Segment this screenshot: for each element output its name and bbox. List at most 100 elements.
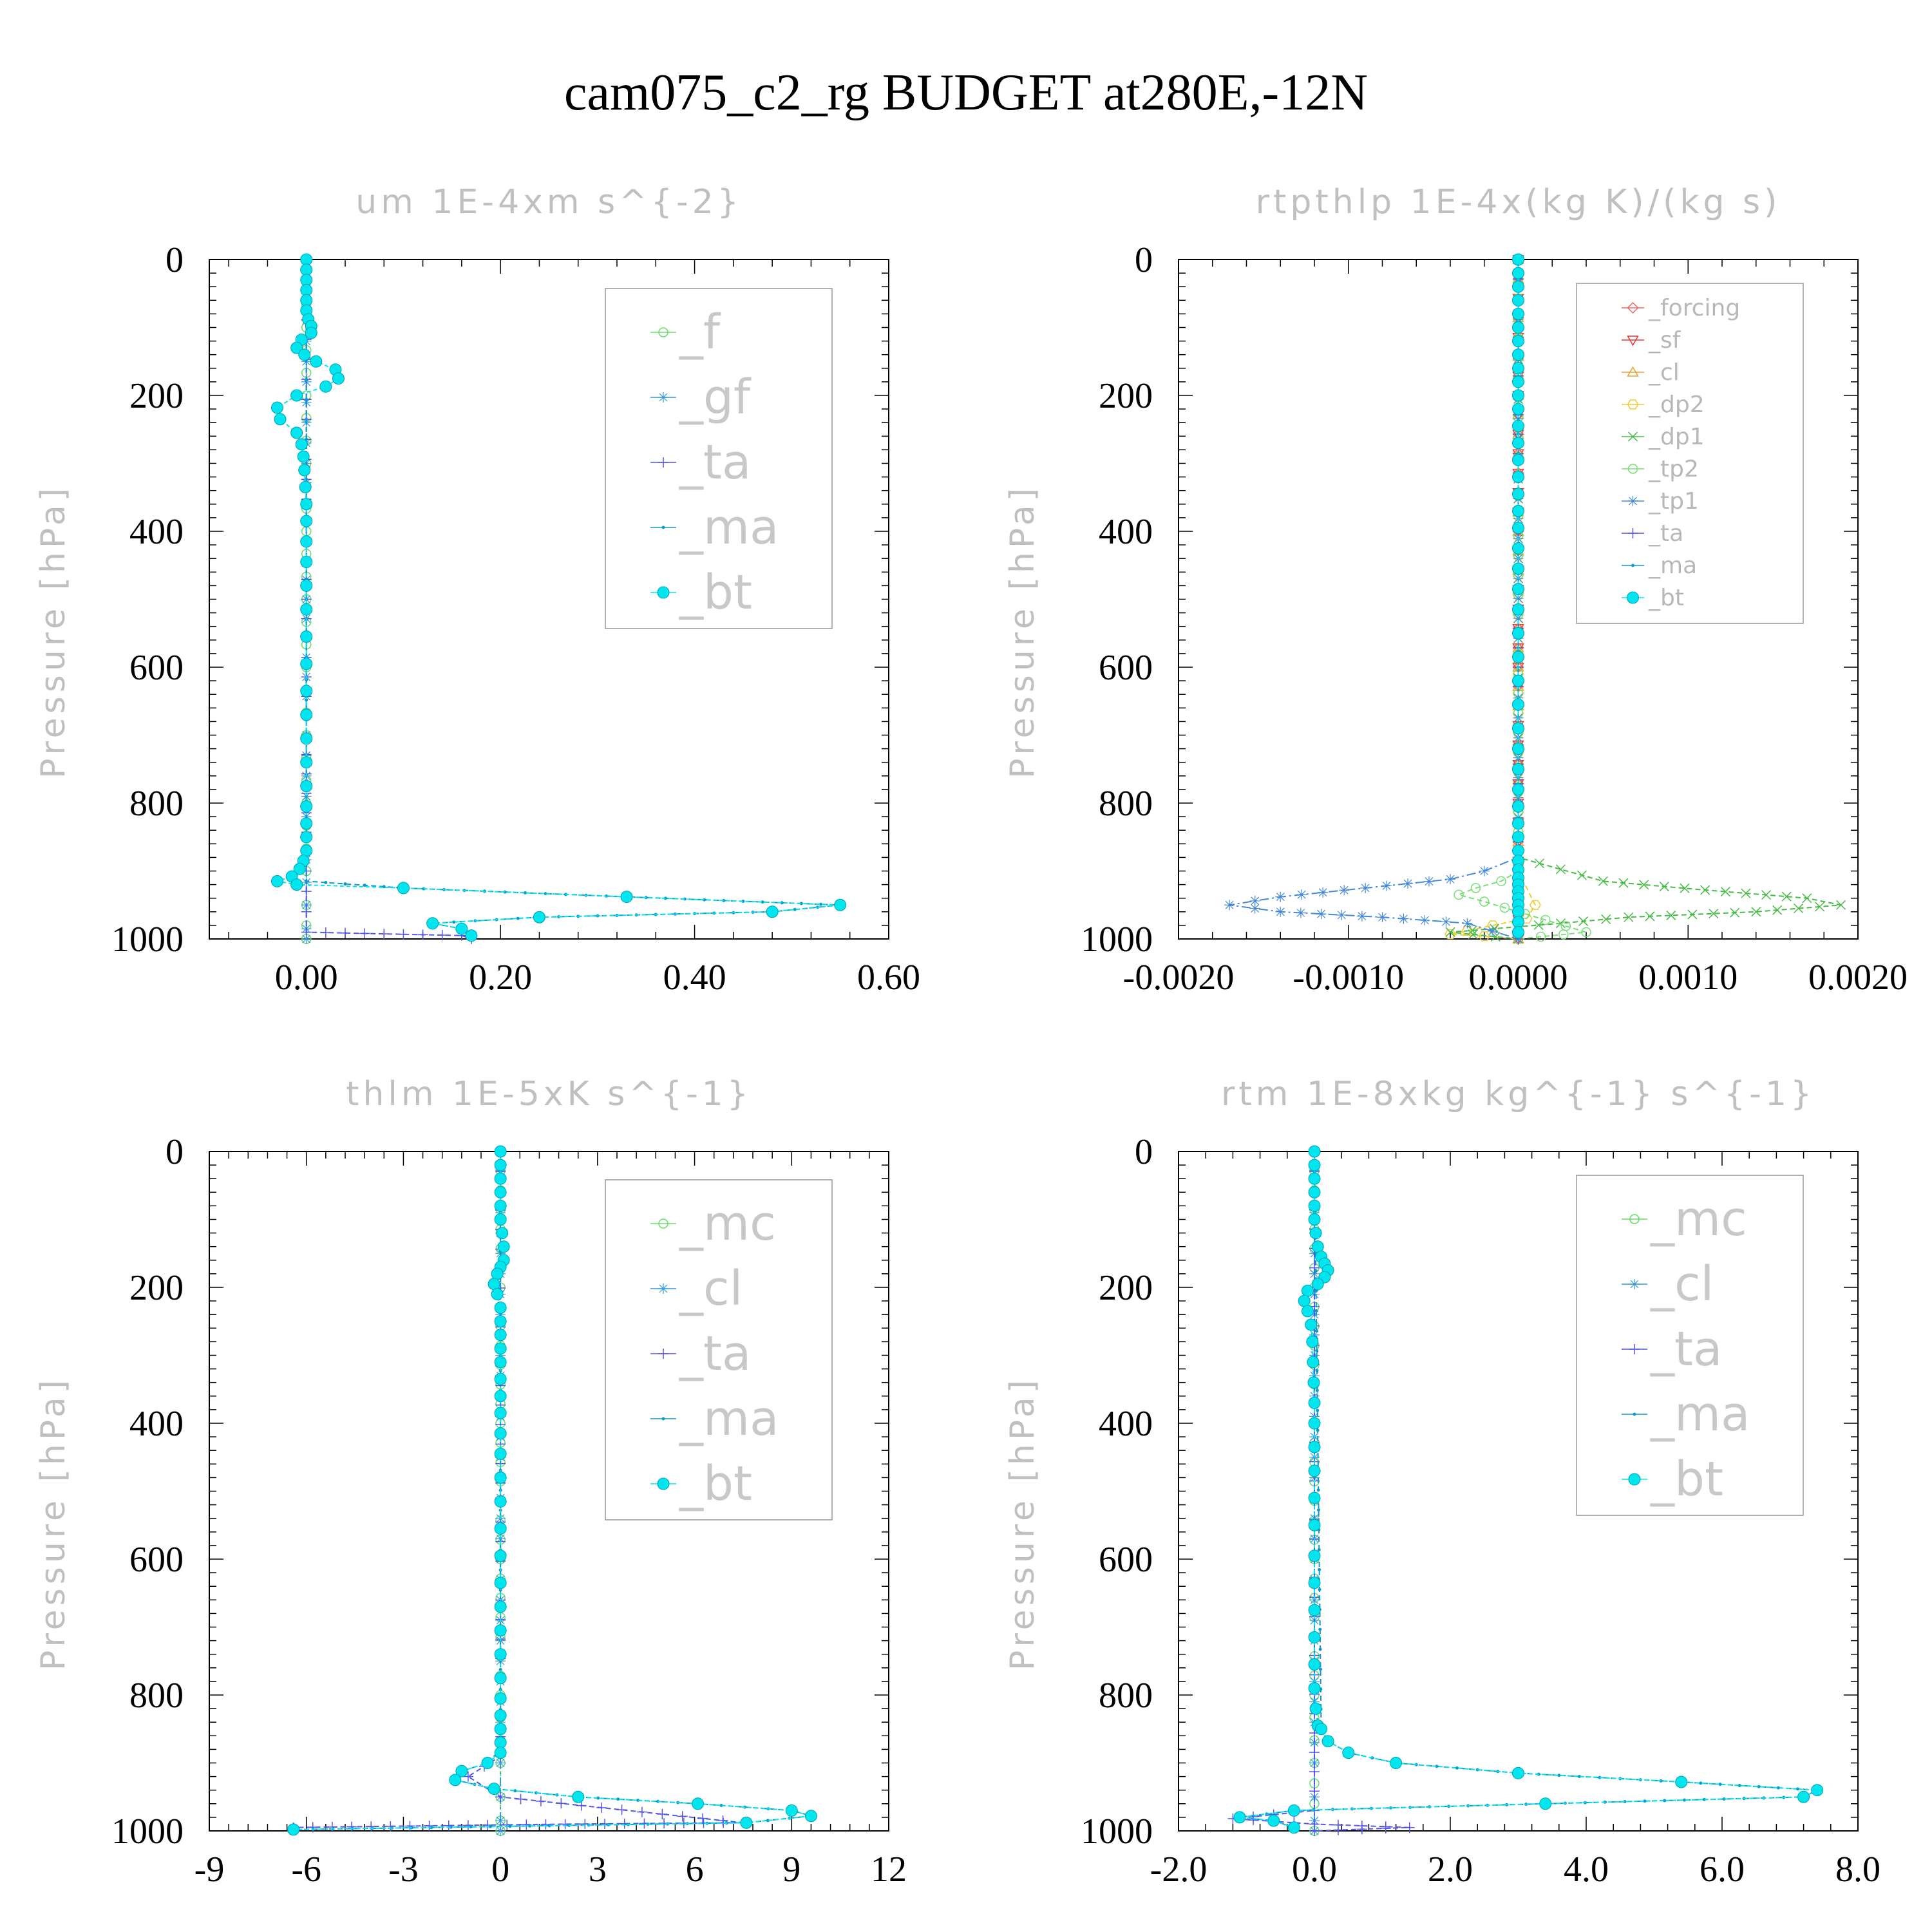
data-point: [1308, 1417, 1321, 1430]
data-point: [692, 1797, 705, 1810]
data-point: [1629, 1279, 1640, 1289]
data-point: [300, 817, 313, 830]
data-point: [1318, 1627, 1322, 1631]
data-point: [1249, 895, 1260, 906]
data-point: [516, 916, 520, 920]
data-point: [1360, 882, 1371, 893]
data-point: [1627, 336, 1639, 346]
data-point: [1315, 1349, 1319, 1352]
data-point: [1301, 1284, 1314, 1297]
data-point: [766, 1819, 770, 1823]
data-point: [1512, 375, 1524, 388]
data-point: [1512, 831, 1524, 844]
data-point: [780, 901, 784, 905]
data-point: [1265, 1812, 1269, 1816]
y-tick-label: 200: [1099, 376, 1153, 416]
data-point: [495, 1757, 506, 1768]
series-markers-bt: [1233, 1145, 1824, 1834]
data-point: [1627, 399, 1639, 410]
y-tick-label: 400: [129, 512, 184, 552]
data-point: [657, 1477, 670, 1490]
data-point: [1709, 909, 1719, 919]
data-point: [1445, 927, 1455, 937]
data-point: [1718, 1783, 1722, 1786]
data-point: [1308, 1519, 1321, 1531]
data-point: [452, 920, 456, 924]
data-point: [494, 1736, 507, 1749]
data-point: [300, 294, 313, 307]
data-point: [1296, 889, 1307, 900]
data-point: [1309, 1329, 1320, 1340]
data-point: [1309, 1227, 1322, 1240]
data-point: [1308, 1631, 1321, 1643]
legend-label: _bt: [1648, 585, 1684, 611]
panel-2: rtpthlp 1E-4x(kg K)/(kg s) Pressure [hPa]…: [1003, 183, 1908, 998]
data-point: [300, 630, 313, 643]
data-point: [497, 1240, 510, 1253]
legend-box: [605, 1179, 833, 1520]
legend-label: _f: [679, 305, 721, 360]
data-point: [1643, 1799, 1647, 1803]
legend-label: _ma: [1650, 1387, 1750, 1442]
data-point: [1512, 743, 1524, 755]
data-point: [1512, 1766, 1524, 1779]
data-point: [1811, 1784, 1824, 1797]
legend-label: _ma: [679, 1391, 779, 1446]
data-point: [657, 586, 670, 599]
data-point: [1512, 280, 1524, 293]
data-point: [1512, 722, 1524, 735]
data-point: [494, 1302, 507, 1314]
data-point: [1224, 900, 1235, 911]
data-point: [1627, 591, 1639, 604]
data-point: [1315, 1388, 1319, 1392]
data-point: [300, 800, 313, 813]
data-point: [1512, 471, 1524, 484]
data-point: [1308, 1213, 1321, 1226]
data-point: [1639, 880, 1649, 890]
data-point: [658, 1218, 668, 1229]
data-point: [1317, 1508, 1321, 1512]
data-point: [494, 1172, 507, 1185]
data-point: [1309, 1766, 1320, 1777]
data-point: [508, 1824, 512, 1828]
data-point: [494, 1648, 507, 1661]
data-point: [1624, 912, 1634, 922]
data-point: [1309, 1702, 1322, 1715]
data-point: [1398, 913, 1409, 924]
data-point: [494, 1356, 507, 1368]
data-point: [449, 1825, 453, 1829]
data-point: [385, 1821, 396, 1832]
data-point: [1757, 1785, 1761, 1788]
y-tick-label: 1000: [1081, 920, 1153, 960]
data-point: [498, 1668, 502, 1672]
data-point: [1627, 464, 1638, 474]
data-point: [300, 756, 313, 769]
data-point: [495, 1792, 506, 1803]
data-point: [494, 1471, 507, 1484]
data-point: [1435, 1765, 1439, 1768]
legend-box: [1576, 1175, 1804, 1516]
data-point: [300, 685, 313, 697]
x-tick-label: -3: [388, 1850, 419, 1889]
data-point: [462, 1820, 473, 1831]
y-tick-label: 200: [129, 376, 184, 416]
data-point: [494, 1390, 507, 1403]
panel-3: thlm 1E-5xK s^{-1} Pressure [hPa] 0 200 400 6…: [34, 1075, 907, 1889]
data-point: [1601, 914, 1611, 924]
data-point: [657, 1808, 668, 1819]
data-point: [761, 900, 764, 904]
data-point: [494, 1427, 507, 1440]
data-point: [495, 1826, 506, 1836]
main-title: cam075_c2_rg BUDGET at280E,-12N: [564, 64, 1368, 121]
data-point: [449, 1774, 462, 1786]
legend-label: _mc: [679, 1196, 776, 1251]
legend-label: _bt: [679, 1456, 752, 1511]
data-point: [494, 1577, 507, 1589]
x-tick-label: 0.0: [1292, 1850, 1337, 1889]
x-tick-label: 2.0: [1428, 1850, 1473, 1889]
x-tick-label: -2.0: [1150, 1850, 1208, 1889]
data-point: [556, 1798, 567, 1809]
x-tick-label: 0.60: [857, 958, 920, 998]
data-point: [1308, 1549, 1321, 1562]
data-point: [494, 1747, 507, 1759]
